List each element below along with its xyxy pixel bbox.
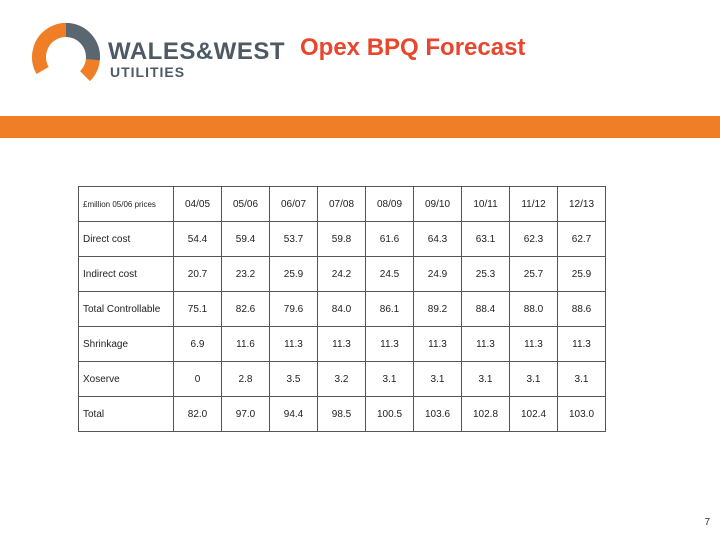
logo-subtitle: UTILITIES [110, 64, 186, 80]
value-cell: 11.3 [509, 326, 558, 362]
page-title: Opex BPQ Forecast [300, 34, 526, 61]
value-cell: 24.5 [365, 256, 414, 292]
table-row: Xoserve 0 2.8 3.5 3.2 3.1 3.1 3.1 3.1 3.1 [78, 361, 606, 397]
value-cell: 88.0 [509, 291, 558, 327]
value-cell: 61.6 [365, 221, 414, 257]
slide-number: 7 [704, 517, 710, 528]
value-cell: 3.1 [461, 361, 510, 397]
year-header-cell: 10/11 [461, 186, 510, 222]
opex-table: £million 05/06 prices 04/05 05/06 06/07 07/0… [78, 186, 606, 432]
table-row: Indirect cost 20.7 23.2 25.9 24.2 24.5 24.9 25.… [78, 256, 606, 292]
table-header-row: £million 05/06 prices 04/05 05/06 06/07 07/0… [78, 186, 606, 222]
value-cell: 82.6 [221, 291, 270, 327]
year-header-cell: 09/10 [413, 186, 462, 222]
year-header-cell: 05/06 [221, 186, 270, 222]
value-cell: 59.4 [221, 221, 270, 257]
table-row: Shrinkage 6.9 11.6 11.3 11.3 11.3 11.3 11.3 11.3… [78, 326, 606, 362]
value-cell: 11.3 [413, 326, 462, 362]
value-cell: 98.5 [317, 396, 366, 432]
value-cell: 94.4 [269, 396, 318, 432]
logo-ring-icon [32, 23, 100, 91]
opex-table-container: £million 05/06 prices 04/05 05/06 06/07 07/0… [78, 186, 606, 432]
year-header-cell: 04/05 [173, 186, 222, 222]
value-cell: 88.4 [461, 291, 510, 327]
value-cell: 20.7 [173, 256, 222, 292]
row-label-cell: Indirect cost [78, 256, 174, 292]
value-cell: 6.9 [173, 326, 222, 362]
value-cell: 3.1 [509, 361, 558, 397]
value-cell: 103.0 [557, 396, 606, 432]
value-cell: 88.6 [557, 291, 606, 327]
table-row: Total Controllable 75.1 82.6 79.6 84.0 86.1 89… [78, 291, 606, 327]
value-cell: 0 [173, 361, 222, 397]
value-cell: 82.0 [173, 396, 222, 432]
logo-wordmark: WALES&WEST [108, 38, 285, 65]
value-cell: 11.3 [317, 326, 366, 362]
value-cell: 3.2 [317, 361, 366, 397]
value-cell: 11.3 [461, 326, 510, 362]
year-header-cell: 07/08 [317, 186, 366, 222]
value-cell: 100.5 [365, 396, 414, 432]
value-cell: 97.0 [221, 396, 270, 432]
row-label-cell: Xoserve [78, 361, 174, 397]
value-cell: 102.4 [509, 396, 558, 432]
value-cell: 3.5 [269, 361, 318, 397]
year-header-cell: 08/09 [365, 186, 414, 222]
table-row: Direct cost 54.4 59.4 53.7 59.8 61.6 64.3 63.1 6… [78, 221, 606, 257]
row-label-cell: Total [78, 396, 174, 432]
value-cell: 64.3 [413, 221, 462, 257]
value-cell: 62.3 [509, 221, 558, 257]
value-cell: 59.8 [317, 221, 366, 257]
value-cell: 25.3 [461, 256, 510, 292]
value-cell: 54.4 [173, 221, 222, 257]
value-cell: 84.0 [317, 291, 366, 327]
row-label-cell: Direct cost [78, 221, 174, 257]
row-label-cell: Total Controllable [78, 291, 174, 327]
value-cell: 103.6 [413, 396, 462, 432]
value-cell: 62.7 [557, 221, 606, 257]
value-cell: 11.3 [365, 326, 414, 362]
company-logo: WALES&WEST UTILITIES [30, 12, 290, 102]
value-cell: 53.7 [269, 221, 318, 257]
value-cell: 24.9 [413, 256, 462, 292]
value-cell: 102.8 [461, 396, 510, 432]
accent-bar [0, 116, 720, 138]
header-label-cell: £million 05/06 prices [78, 186, 174, 222]
value-cell: 24.2 [317, 256, 366, 292]
value-cell: 23.2 [221, 256, 270, 292]
value-cell: 2.8 [221, 361, 270, 397]
value-cell: 86.1 [365, 291, 414, 327]
value-cell: 63.1 [461, 221, 510, 257]
row-label-cell: Shrinkage [78, 326, 174, 362]
value-cell: 11.3 [269, 326, 318, 362]
value-cell: 3.1 [365, 361, 414, 397]
year-header-cell: 06/07 [269, 186, 318, 222]
value-cell: 25.9 [557, 256, 606, 292]
value-cell: 25.7 [509, 256, 558, 292]
year-header-cell: 11/12 [509, 186, 558, 222]
value-cell: 3.1 [557, 361, 606, 397]
year-header-cell: 12/13 [557, 186, 606, 222]
value-cell: 25.9 [269, 256, 318, 292]
value-cell: 89.2 [413, 291, 462, 327]
value-cell: 11.3 [557, 326, 606, 362]
value-cell: 3.1 [413, 361, 462, 397]
value-cell: 75.1 [173, 291, 222, 327]
value-cell: 11.6 [221, 326, 270, 362]
table-row: Total 82.0 97.0 94.4 98.5 100.5 103.6 102.8 102.… [78, 396, 606, 432]
value-cell: 79.6 [269, 291, 318, 327]
